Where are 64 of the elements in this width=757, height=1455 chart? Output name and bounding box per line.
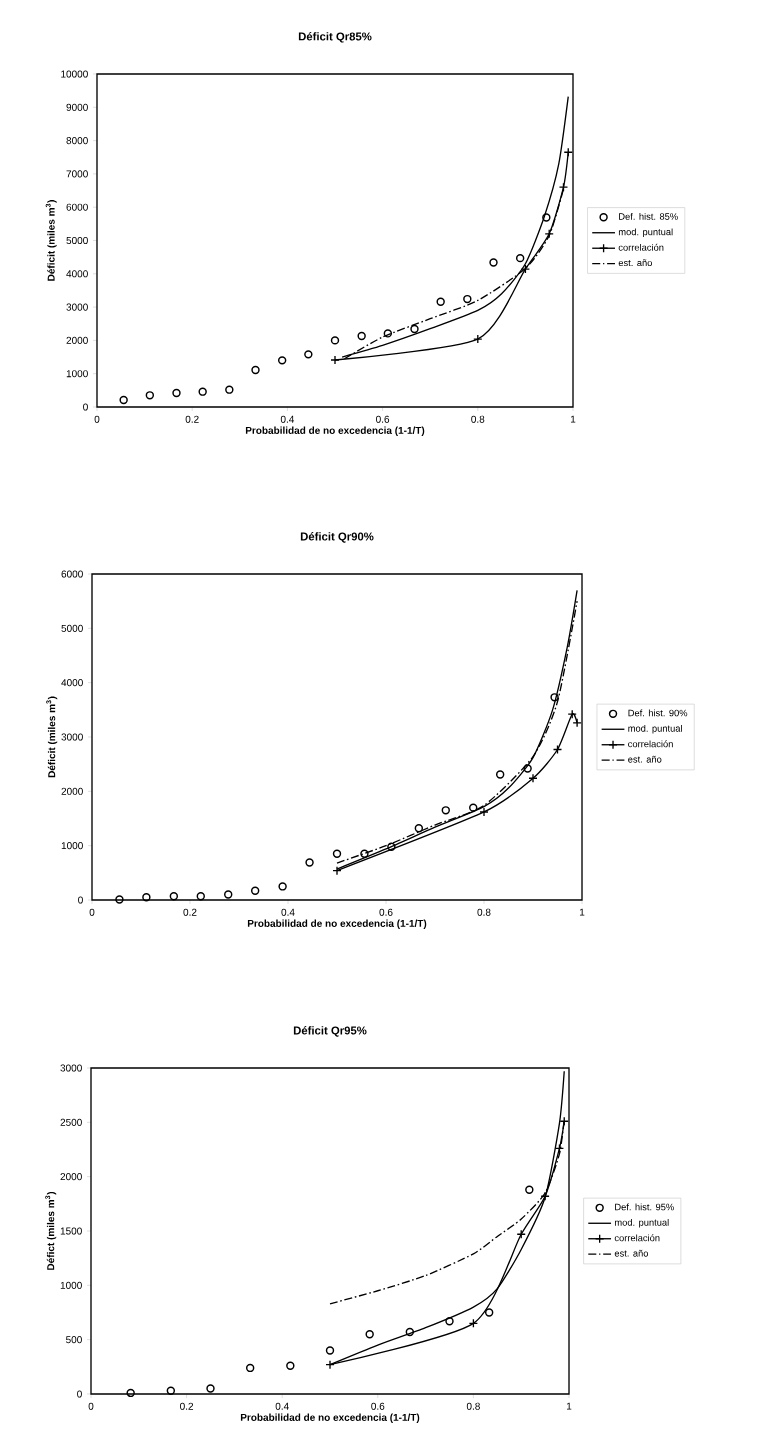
chart-title: Déficit Qr85%	[298, 32, 372, 43]
legend-label: Def. hist. 90%	[628, 709, 688, 717]
x-tick-label: 0	[89, 908, 95, 916]
legend-label: correlación	[628, 740, 673, 748]
x-axis-title: Probabilidad de no excedencia (1-1/T)	[240, 1413, 420, 1423]
legend-label: est. año	[628, 755, 662, 763]
x-tick-label: 0	[94, 415, 100, 423]
x-tick-label: 0.2	[185, 415, 199, 423]
legend-label: Def. hist. 95%	[615, 1203, 674, 1211]
legend-label: est. año	[614, 1249, 649, 1257]
y-tick-label: 4000	[66, 270, 88, 278]
y-tick-label: 4000	[61, 679, 83, 687]
y-tick-label: 1500	[60, 1227, 82, 1235]
y-tick-label: 3000	[66, 303, 88, 311]
x-tick-label: 1	[570, 415, 576, 423]
y-tick-label: 5000	[61, 624, 83, 632]
y-tick-label: 2000	[60, 1173, 82, 1181]
y-tick-label: 1000	[60, 1281, 82, 1289]
x-tick-label: 0.4	[275, 1402, 289, 1410]
chart-title: Déficit Qr90%	[300, 532, 374, 543]
legend-label: mod. puntual	[628, 724, 682, 734]
y-tick-label: 0	[77, 1390, 82, 1398]
x-tick-label: 0.2	[183, 908, 197, 916]
x-tick-label: 0.2	[180, 1402, 194, 1410]
x-tick-label: 1	[566, 1402, 572, 1410]
legend-label: correlación	[618, 243, 664, 251]
y-tick-label: 0	[83, 403, 88, 411]
y-tick-label: 9000	[66, 103, 88, 111]
y-axis-title: Déficit (miles m$^{3}$)	[45, 200, 57, 281]
x-tick-label: 0.6	[376, 415, 390, 423]
y-tick-label: 6000	[66, 203, 88, 211]
x-tick-label: 0	[88, 1402, 94, 1410]
y-tick-label: 3000	[61, 733, 83, 741]
x-tick-label: 0.8	[477, 908, 491, 916]
y-tick-label: 2000	[61, 787, 83, 795]
y-tick-label: 10000	[61, 70, 88, 78]
y-tick-label: 8000	[66, 137, 88, 145]
y-axis-title: Déficit (miles m$^{3}$)	[46, 696, 58, 778]
y-tick-label: 3000	[60, 1064, 82, 1072]
x-tick-label: 1	[579, 908, 585, 916]
x-tick-label: 0.4	[281, 908, 295, 916]
y-tick-label: 500	[66, 1336, 82, 1344]
x-tick-label: 0.8	[471, 415, 485, 423]
chart-title: Déficit Qr95%	[293, 1026, 367, 1037]
y-tick-label: 5000	[66, 236, 88, 245]
x-tick-label: 0.6	[371, 1402, 385, 1410]
x-tick-label: 0.4	[280, 415, 295, 423]
x-tick-label: 0.8	[466, 1402, 480, 1410]
legend-label: mod. puntual	[615, 1218, 669, 1228]
legend-label: est. año	[618, 259, 652, 267]
y-tick-label: 1000	[61, 842, 83, 850]
x-tick-label: 0.6	[379, 908, 393, 916]
legend-label: correlación	[614, 1234, 660, 1242]
y-tick-label: 1000	[66, 370, 88, 378]
y-tick-label: 6000	[61, 570, 83, 578]
y-tick-label: 0	[78, 896, 83, 904]
y-tick-label: 7000	[66, 170, 88, 178]
legend-label: mod. puntual	[618, 228, 673, 238]
y-tick-label: 2000	[66, 336, 88, 344]
y-axis-title: Défict (miles m$^{3}$)	[45, 1191, 57, 1270]
legend-label: Def. hist. 85%	[619, 212, 678, 220]
x-axis-title: Probabilidad de no excedencia (1-1/T)	[247, 919, 427, 929]
x-axis-title: Probabilidad de no excedencia (1-1/T)	[245, 426, 425, 436]
y-tick-label: 2500	[60, 1118, 82, 1126]
